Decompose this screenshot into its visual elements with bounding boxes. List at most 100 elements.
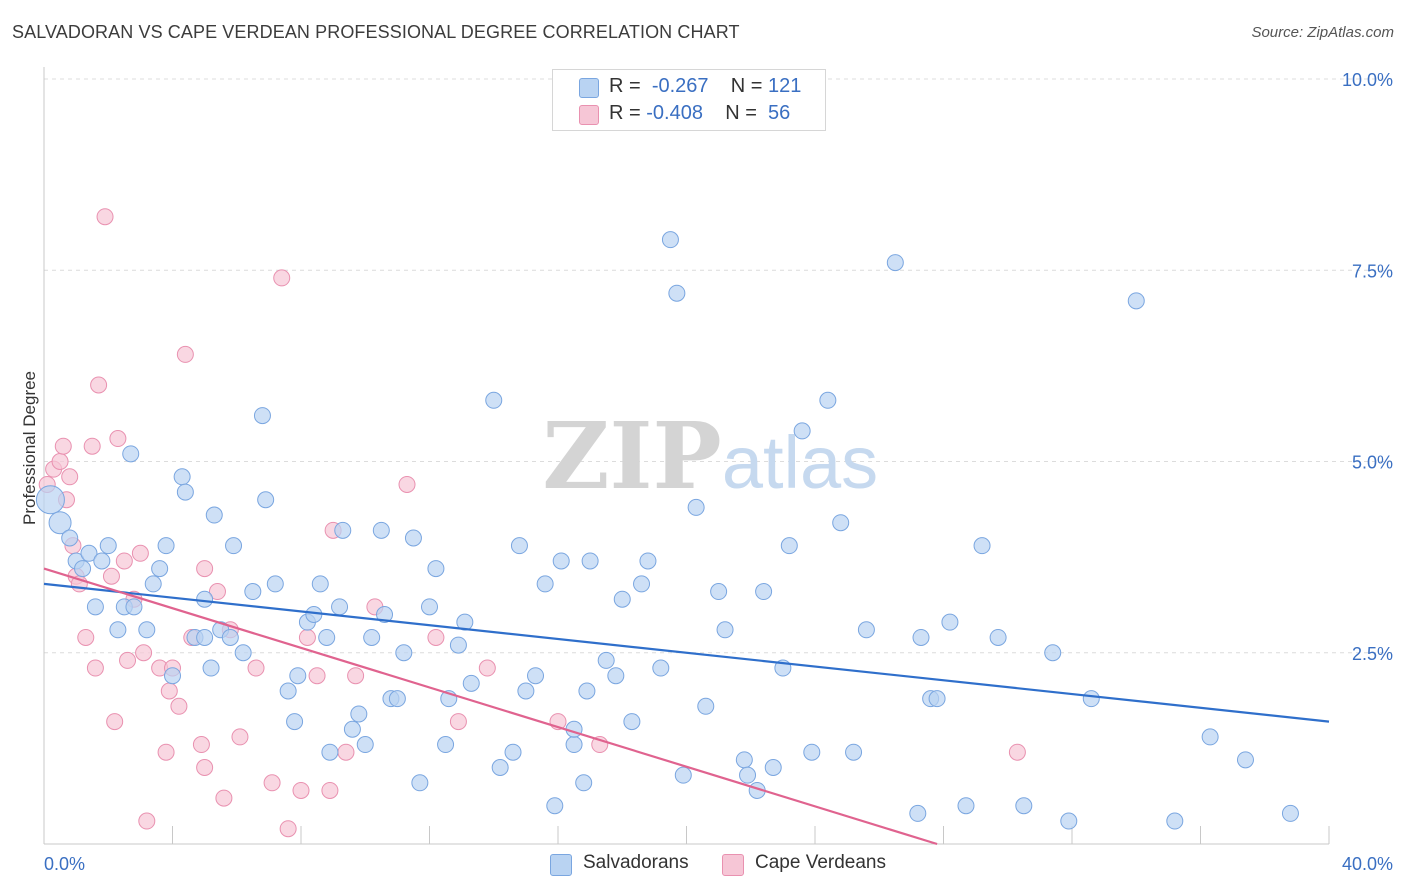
salvadoran-point xyxy=(176,483,194,501)
salvadoran-point xyxy=(196,628,214,646)
cape-verdean-point xyxy=(192,736,210,754)
legend-row-cape-verdeans: R = -0.408 N = 56 xyxy=(553,100,825,128)
salvadoran-point xyxy=(427,560,445,578)
salvadoran-point xyxy=(735,751,753,769)
cape-verdean-point xyxy=(54,437,72,455)
y-tick-label: 5.0% xyxy=(1352,453,1393,473)
salvadoran-point xyxy=(164,667,181,685)
salvadoran-point xyxy=(886,254,904,272)
salvadoran-point xyxy=(395,644,413,662)
cape-verdean-point xyxy=(102,567,120,585)
salvadoran-point xyxy=(803,743,821,761)
salvadoran-point xyxy=(613,590,631,608)
salvadoran-point xyxy=(1236,751,1254,769)
salvadoran-point xyxy=(857,621,875,639)
salvadoran-point xyxy=(661,231,679,249)
salvadoran-point xyxy=(334,521,352,539)
salvadoran-point xyxy=(1201,728,1219,746)
salvadoran-point xyxy=(343,720,361,738)
salvadoran-point xyxy=(234,644,252,662)
salvadoran-point xyxy=(716,621,734,639)
salvadoran-point xyxy=(491,759,509,776)
salvadoran-point xyxy=(279,682,297,700)
y-tick-label: 7.5% xyxy=(1352,261,1393,281)
salvadoran-point xyxy=(793,422,811,440)
salvadoran-point xyxy=(144,575,162,593)
salvadoran-point xyxy=(244,583,262,601)
cape-verdean-point xyxy=(119,651,137,669)
cape-verdean-point xyxy=(196,560,214,578)
cape-verdean-point xyxy=(106,713,124,731)
salvadoran-point xyxy=(151,560,169,578)
salvadoran-point xyxy=(138,621,156,639)
salvadoran-point xyxy=(61,529,79,547)
salvadoran-point xyxy=(536,575,554,593)
salvadoran-point xyxy=(331,598,349,616)
salvadoran-point xyxy=(74,560,92,578)
cape-verdeans-points xyxy=(38,208,1026,838)
salvadoran-point xyxy=(639,552,657,570)
cape-verdean-point xyxy=(157,743,175,761)
salvadoran-point xyxy=(739,766,757,784)
salvadoran-point xyxy=(1060,812,1078,830)
salvadoran-point xyxy=(109,621,127,639)
cape-verdean-point xyxy=(478,659,496,677)
salvadoran-point xyxy=(1127,292,1145,310)
salvadoran-point xyxy=(350,705,368,723)
x-tick-label: 40.0% xyxy=(1342,854,1393,874)
cape-verdean-point xyxy=(51,453,69,470)
legend-stat-text: R = -0.267 N = 121 xyxy=(609,75,802,97)
cape-verdean-point xyxy=(231,728,249,746)
cape-verdean-point xyxy=(160,682,178,700)
source-credit: Source: ZipAtlas.com xyxy=(1251,24,1394,41)
salvadoran-point xyxy=(266,575,284,593)
legend-label-cape-verdeans: Cape Verdeans xyxy=(755,852,886,873)
salvadoran-point xyxy=(456,613,474,631)
cape-verdean-point xyxy=(215,789,233,807)
salvadoran-point xyxy=(411,774,429,792)
salvadoran-point xyxy=(372,521,390,539)
cape-verdean-point xyxy=(298,628,316,646)
salvadoran-point xyxy=(205,506,223,524)
salvadoran-point xyxy=(356,736,374,754)
salvadoran-point xyxy=(363,628,381,646)
salvadoran-point xyxy=(941,613,959,631)
cape-verdean-point xyxy=(83,437,101,455)
cape-verdean-point xyxy=(115,552,133,570)
cape-verdean-point xyxy=(170,697,188,715)
salvadorans-points xyxy=(35,231,1299,830)
cape-verdean-point xyxy=(208,583,226,601)
salvadoran-point xyxy=(909,804,927,822)
salvadoran-point xyxy=(697,697,715,715)
legend-top: R = -0.267 N = 121 R = -0.408 N = 56 xyxy=(552,69,826,131)
salvadoran-point xyxy=(86,598,104,616)
cape-verdean-point xyxy=(176,345,194,363)
salvadoran-point xyxy=(623,713,641,731)
y-tick-label: 10.0% xyxy=(1342,70,1393,90)
cape-verdean-point xyxy=(398,475,416,493)
salvadoran-point xyxy=(687,498,705,516)
salvadoran-point xyxy=(607,667,625,685)
cape-verdean-point xyxy=(86,659,104,677)
salvadoran-point xyxy=(99,537,117,555)
chart-title: SALVADORAN VS CAPE VERDEAN PROFESSIONAL … xyxy=(12,22,740,42)
legend-swatch-pink xyxy=(722,854,744,876)
salvadoran-point xyxy=(912,628,930,646)
salvadoran-point xyxy=(504,743,522,761)
salvadoran-point xyxy=(1281,804,1299,822)
salvadoran-point xyxy=(221,628,239,646)
salvadoran-point xyxy=(1015,797,1033,815)
salvadoran-point xyxy=(780,537,798,555)
legend-stat-text: R = -0.408 N = 56 xyxy=(609,102,791,124)
axis-layer xyxy=(43,67,1330,845)
salvadoran-point xyxy=(437,736,455,754)
salvadoran-point xyxy=(376,606,394,623)
salvadoran-point xyxy=(578,682,596,700)
x-tick-label: 0.0% xyxy=(44,854,85,874)
salvadoran-point xyxy=(832,514,850,532)
salvadoran-point xyxy=(173,468,191,486)
salvadoran-point xyxy=(202,659,220,677)
salvadoran-point xyxy=(633,575,651,593)
salvadoran-point xyxy=(668,284,686,302)
